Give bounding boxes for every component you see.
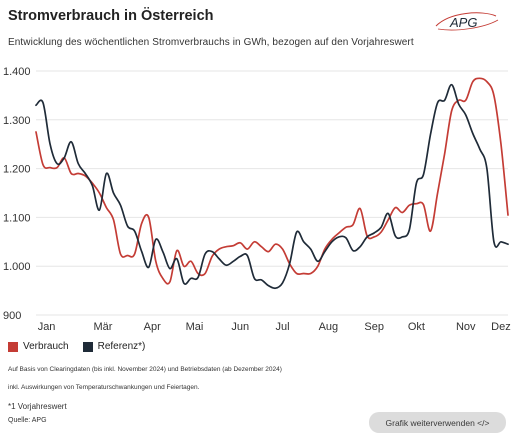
source-label: Quelle: APG — [8, 417, 47, 424]
logo-swoosh-top — [435, 12, 497, 27]
x-tick-label: Sep — [364, 321, 384, 333]
y-axis-ticks: 1.400 1.300 1.200 1.100 1.000 900 — [3, 66, 31, 322]
x-tick-label: Nov — [456, 321, 476, 333]
x-tick-label: Aug — [319, 321, 339, 333]
y-tick-label: 1.300 — [3, 115, 31, 127]
x-tick-label: Dez — [491, 321, 511, 333]
y-tick-label: 1.100 — [3, 212, 31, 224]
series-line-referenz — [35, 83, 509, 290]
chart-legend: Verbrauch Referenz*) — [8, 341, 159, 352]
x-tick-label: Mär — [93, 321, 112, 333]
x-tick-label: Apr — [144, 321, 161, 333]
y-tick-label: 900 — [3, 310, 21, 322]
y-tick-label: 1.400 — [3, 66, 31, 78]
x-tick-label: Jul — [276, 321, 290, 333]
series-line-verbrauch — [35, 77, 509, 285]
logo-text: APG — [449, 15, 477, 30]
x-tick-label: Jan — [38, 321, 56, 333]
reuse-graphic-button[interactable]: Grafik weiterverwenden </> — [369, 412, 506, 433]
note-effects: inkl. Auswirkungen von Temperaturschwank… — [8, 384, 200, 391]
legend-swatch-verbrauch — [8, 341, 18, 352]
apg-logo: APG — [435, 12, 499, 31]
series-lines — [35, 77, 509, 290]
legend-item-referenz: Referenz*) — [82, 341, 146, 352]
chart-subtitle: Entwicklung des wöchentlichen Stromverbr… — [8, 37, 414, 48]
legend-label-verbrauch: Verbrauch — [23, 341, 69, 352]
legend-label-referenz: Referenz*) — [97, 341, 146, 352]
y-tick-label: 1.000 — [3, 261, 31, 273]
legend-item-verbrauch: Verbrauch — [8, 341, 69, 352]
x-tick-label: Mai — [186, 321, 204, 333]
x-axis-ticks: Jan Mär Apr Mai Jun Jul Aug Sep Okt Nov Dez — [38, 321, 511, 333]
chart-title: Stromverbrauch in Österreich — [8, 8, 214, 24]
y-tick-label: 1.200 — [3, 164, 31, 176]
line-chart: 1.400 1.300 1.200 1.100 1.000 900 Jan Mär Apr Ma… — [3, 66, 511, 333]
grid-lines — [36, 70, 508, 316]
footnote: *1 Vorjahreswert — [8, 402, 67, 411]
logo-swoosh-bottom — [437, 19, 499, 31]
x-tick-label: Okt — [408, 321, 425, 333]
x-tick-label: Jun — [231, 321, 249, 333]
legend-swatch-referenz — [82, 341, 93, 352]
note-data-basis: Auf Basis von Clearingdaten (bis inkl. N… — [8, 366, 282, 373]
